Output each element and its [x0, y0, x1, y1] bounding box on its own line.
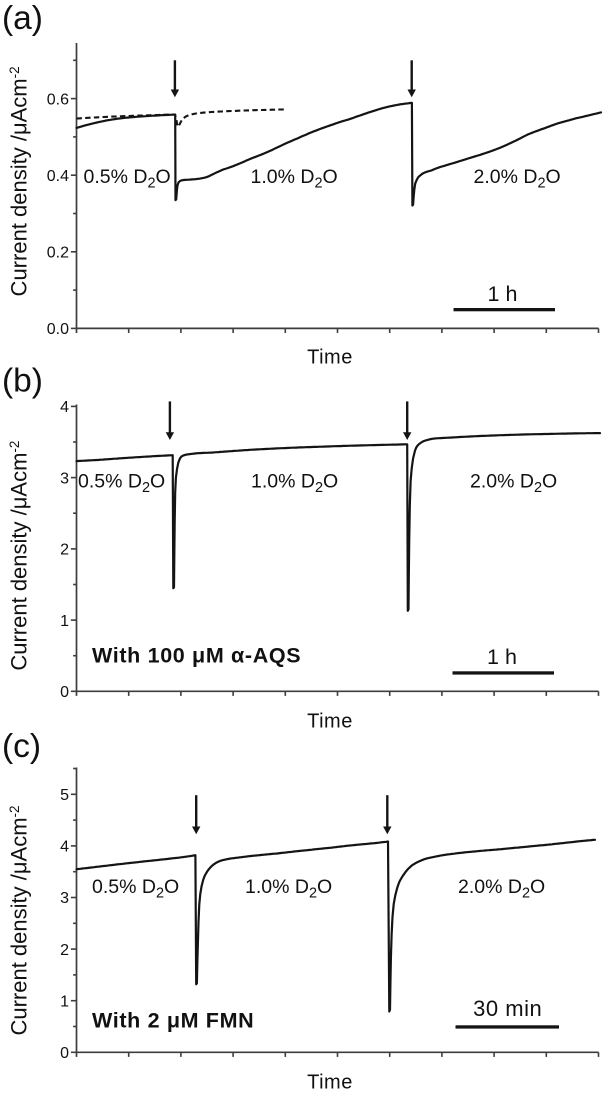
svg-text:1.0% D2O: 1.0% D2O [245, 876, 332, 902]
svg-text:2: 2 [60, 542, 69, 559]
svg-text:Time: Time [307, 347, 353, 369]
svg-text:1.0% D2O: 1.0% D2O [251, 471, 338, 497]
svg-text:1: 1 [60, 993, 69, 1010]
svg-text:0.5% D2O: 0.5% D2O [78, 471, 165, 497]
svg-text:0: 0 [60, 1045, 69, 1062]
svg-text:0.2: 0.2 [47, 245, 69, 262]
svg-text:2.0% D2O: 2.0% D2O [470, 471, 557, 497]
svg-text:3: 3 [60, 890, 69, 907]
svg-text:0.6: 0.6 [47, 91, 69, 108]
svg-text:0.5% D2O: 0.5% D2O [92, 876, 179, 902]
svg-text:4: 4 [60, 399, 69, 416]
svg-text:0.5% D2O: 0.5% D2O [84, 166, 171, 192]
svg-text:Current density /μAcm-2: Current density /μAcm-2 [7, 66, 32, 296]
svg-text:1 h: 1 h [487, 645, 517, 669]
svg-text:30 min: 30 min [473, 996, 542, 1021]
svg-text:0: 0 [60, 684, 69, 701]
svg-text:3: 3 [60, 470, 69, 487]
svg-text:Time: Time [307, 711, 353, 733]
svg-text:2.0% D2O: 2.0% D2O [458, 876, 545, 902]
svg-text:Current density /μAcm-2: Current density /μAcm-2 [7, 441, 32, 671]
svg-text:Time: Time [307, 1072, 353, 1094]
svg-text:1.0% D2O: 1.0% D2O [251, 166, 338, 192]
svg-text:(b): (b) [2, 363, 43, 400]
svg-text:4: 4 [60, 839, 69, 856]
svg-text:Current density /μAcm-2: Current density /μAcm-2 [7, 805, 32, 1035]
svg-text:2: 2 [60, 942, 69, 959]
svg-text:With 100 μM α-AQS: With 100 μM α-AQS [92, 644, 301, 668]
svg-text:1 h: 1 h [488, 282, 518, 306]
svg-text:0.4: 0.4 [47, 168, 69, 185]
svg-text:5: 5 [60, 787, 69, 804]
svg-text:With 2 μM FMN: With 2 μM FMN [92, 1009, 254, 1033]
svg-text:(c): (c) [2, 728, 41, 765]
svg-text:1: 1 [60, 613, 69, 630]
svg-text:(a): (a) [2, 0, 43, 37]
svg-text:0.0: 0.0 [47, 321, 69, 338]
svg-text:2.0% D2O: 2.0% D2O [474, 166, 561, 192]
